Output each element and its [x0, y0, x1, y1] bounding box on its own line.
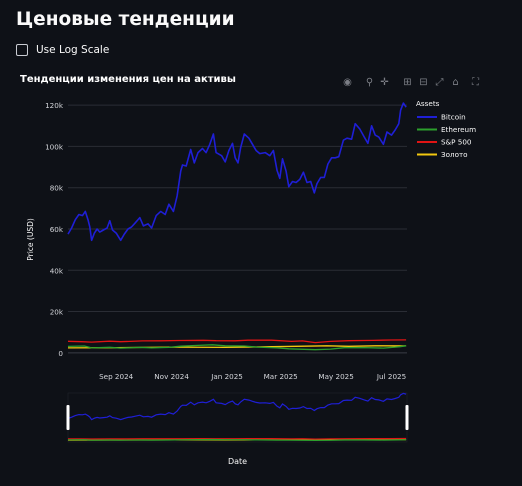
legend-label: S&P 500	[441, 138, 472, 147]
x-tick-label: Mar 2025	[264, 372, 298, 381]
range-series-line	[67, 437, 407, 440]
x-tick-label: Nov 2024	[154, 372, 189, 381]
autoscale-icon[interactable]: ⤢	[435, 77, 444, 88]
y-tick-label: 120k	[45, 101, 64, 110]
y-tick-label: 20k	[50, 308, 64, 317]
y-tick-label: 100k	[45, 142, 64, 151]
zoom-out-icon[interactable]: ⊟	[419, 77, 428, 88]
legend-label: Золото	[441, 150, 468, 159]
series-line	[67, 345, 407, 349]
fullscreen-icon[interactable]: ⛶	[472, 77, 479, 88]
log-scale-toggle[interactable]: Use Log Scale	[16, 44, 109, 56]
y-axis-title: Price (USD)	[26, 218, 35, 261]
log-scale-checkbox[interactable]	[16, 44, 28, 56]
camera-icon[interactable]: ◉	[343, 77, 352, 88]
zoom-icon[interactable]: ⚲	[365, 77, 374, 88]
range-handle-left	[66, 405, 70, 430]
series-line	[67, 344, 407, 351]
y-tick-label: 60k	[50, 225, 64, 234]
y-tick-label: 40k	[50, 266, 64, 275]
range-slider	[67, 392, 408, 443]
legend-label: Ethereum	[441, 125, 476, 134]
x-tick-label: Jul 2025	[376, 372, 406, 381]
chart-title: Тенденции изменения цен на активы	[20, 74, 236, 85]
x-tick-label: May 2025	[318, 372, 353, 381]
y-tick-label: 0	[58, 349, 63, 358]
range-handle-right	[405, 405, 409, 430]
x-axis-title: Date	[228, 457, 247, 466]
series-line	[67, 102, 407, 242]
log-scale-label: Use Log Scale	[36, 44, 110, 56]
legend-title: Assets	[416, 99, 440, 108]
pan-icon[interactable]: ✛	[380, 77, 389, 88]
zoom-in-icon[interactable]: ⊞	[403, 77, 412, 88]
y-tick-label: 80k	[50, 184, 64, 193]
x-tick-label: Sep 2024	[99, 372, 134, 381]
range-series-line	[67, 392, 407, 421]
reset-axes-icon[interactable]: ⌂	[452, 77, 459, 88]
x-tick-label: Jan 2025	[210, 372, 243, 381]
legend-label: Bitcoin	[441, 113, 466, 122]
series-line	[67, 339, 407, 344]
range-series-line	[67, 438, 407, 442]
page-title: Ценовые тенденции	[16, 9, 235, 30]
